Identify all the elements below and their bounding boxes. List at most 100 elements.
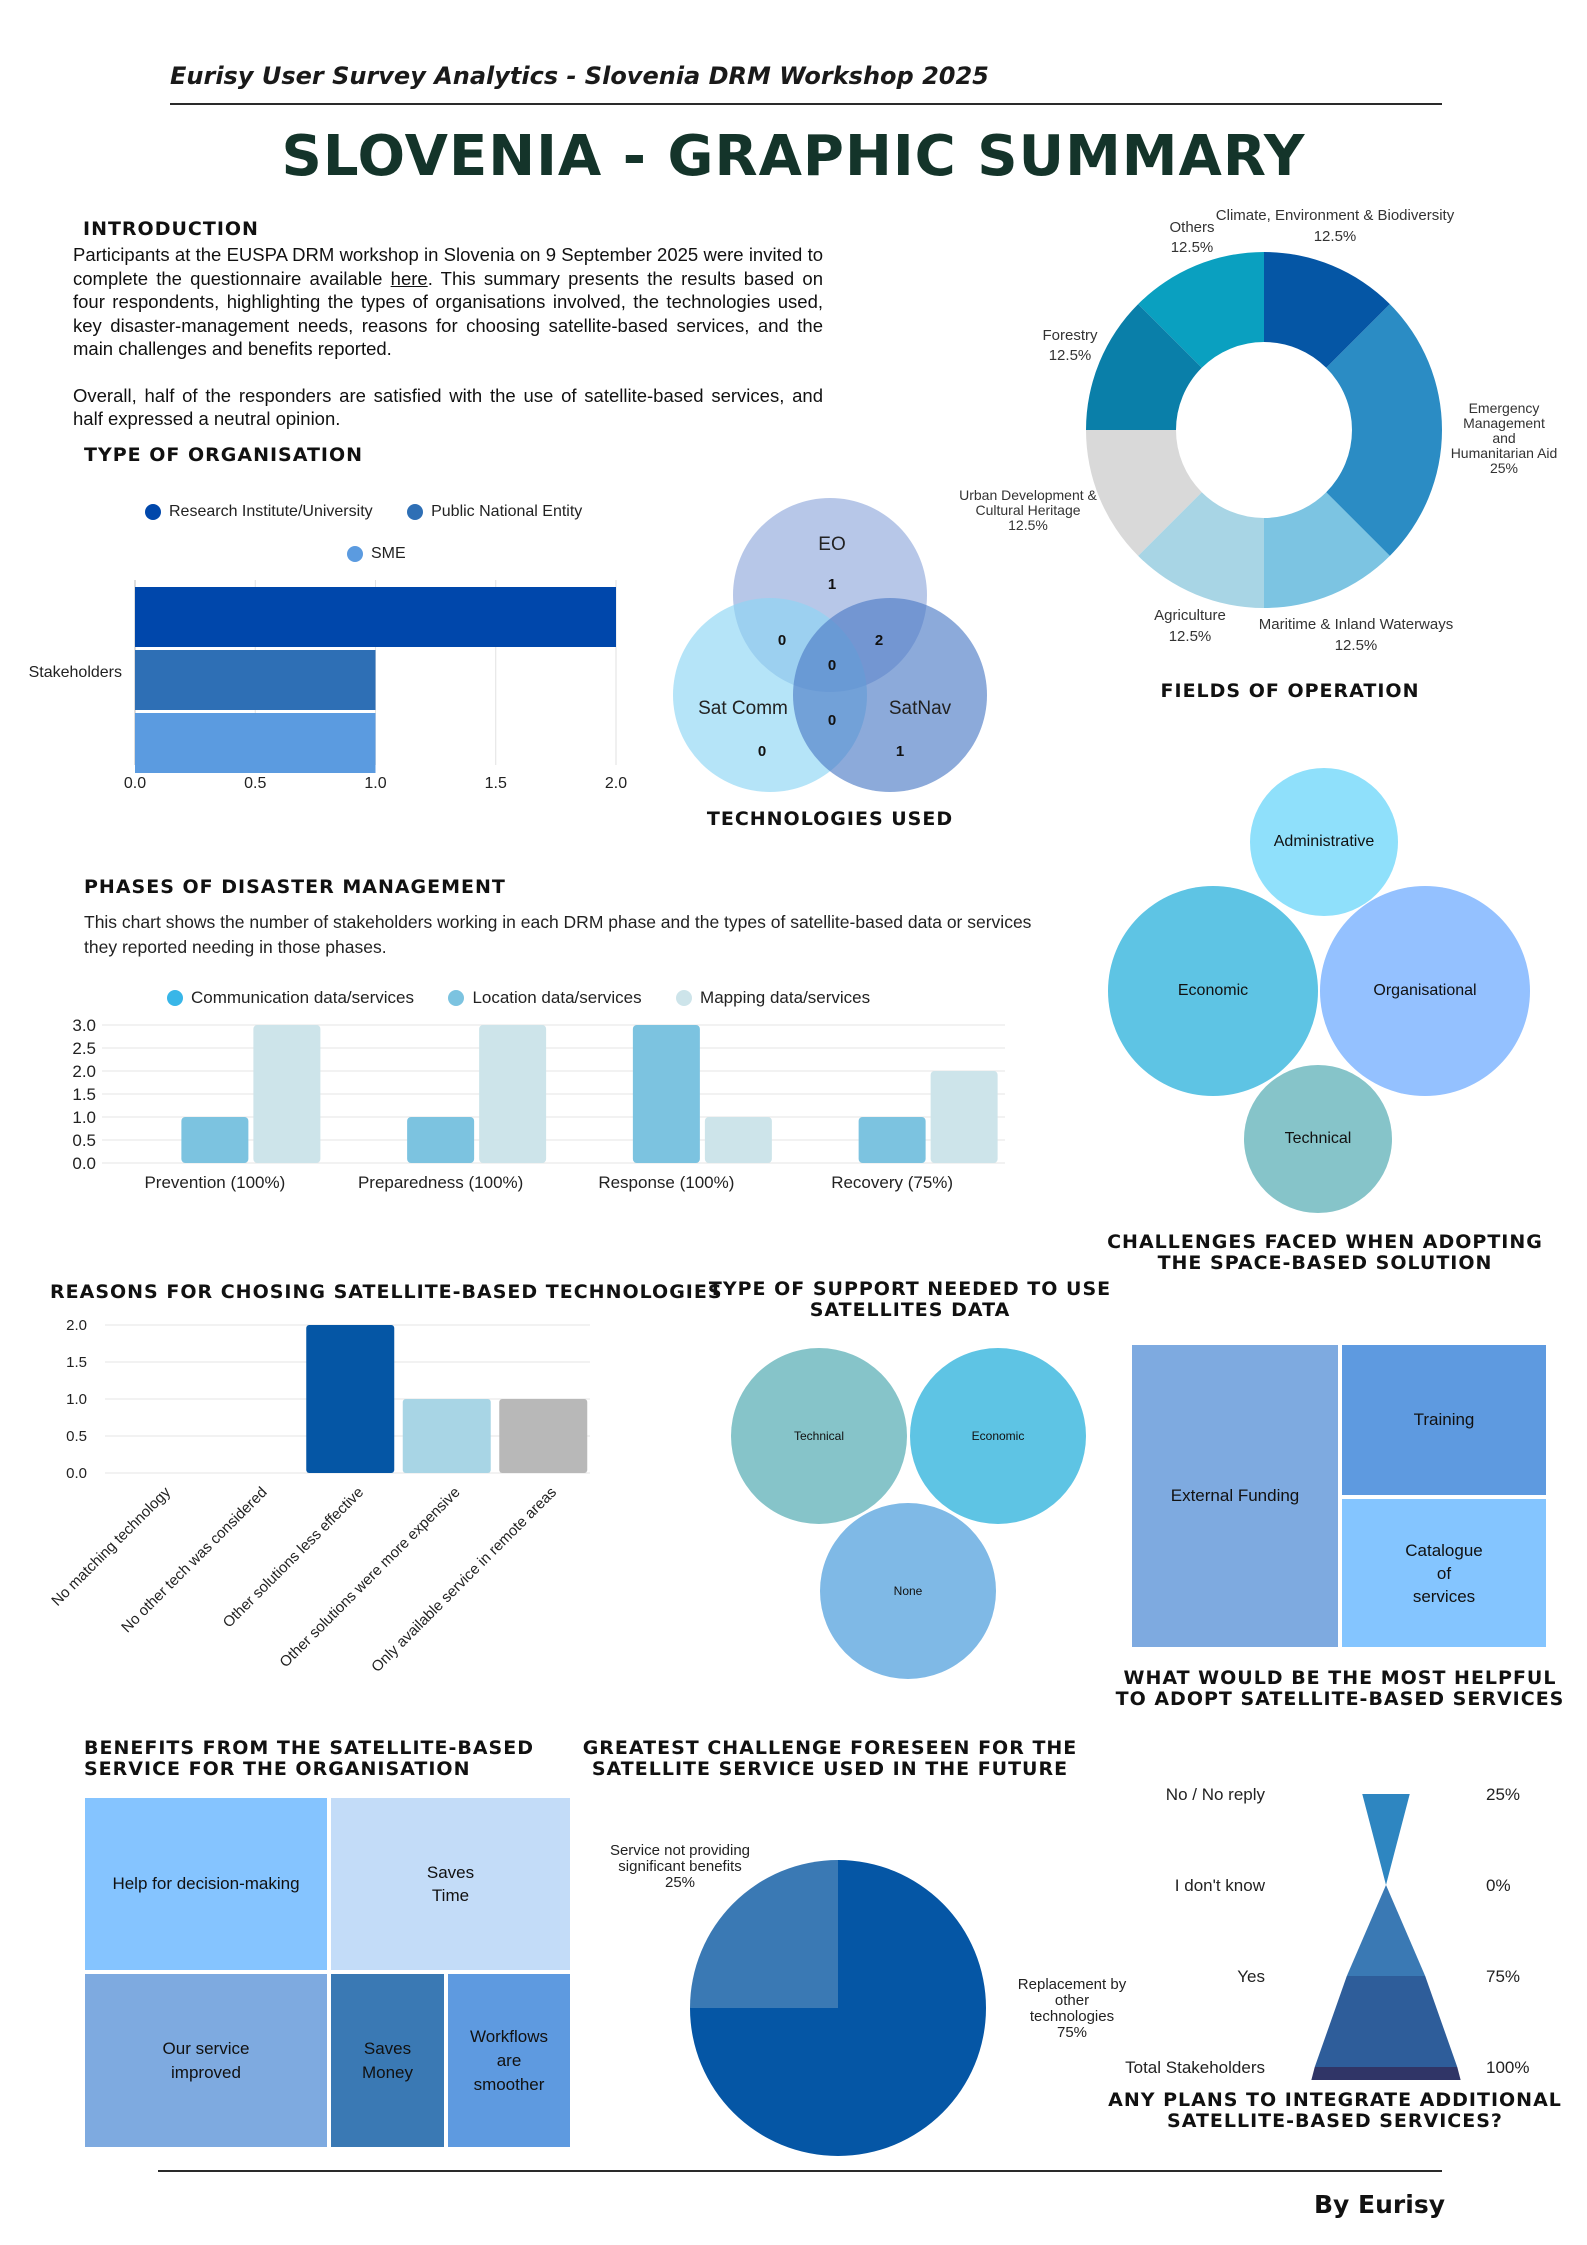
phases-heading: PHASES OF DISASTER MANAGEMENT [84,876,506,898]
plans-heading: ANY PLANS TO INTEGRATE ADDITIONAL SATELL… [1090,2090,1580,2132]
y-tick-label: 1.0 [66,1391,87,1408]
x-category-label: Response (100%) [598,1173,734,1192]
label-others-pct: 12.5% [1171,239,1214,256]
reasons-bar-chart: 0.00.51.01.52.0No matching technologyNo … [48,1317,590,1676]
bubble-label: Technical [793,1429,845,1443]
header-rule [170,103,1442,105]
reason-bar [306,1325,395,1473]
heading-line: CHALLENGES FACED WHEN ADOPTING [1107,1231,1543,1253]
tech-heading: TECHNOLOGIES USED [706,808,954,830]
bubble-label: Organisational [1373,982,1477,999]
support-technical: Technical [731,1348,907,1524]
phase-bar-location [181,1117,249,1163]
label-urban-1: Urban Development & [959,487,1097,503]
footer-credit: By Eurisy [1313,2190,1445,2219]
label-maritime: Maritime & Inland Waterways [1259,616,1454,633]
funnel-value: 25% [1486,1785,1520,1804]
x-tick-label: 0.5 [244,775,266,792]
helpful-catalogue: Catalogue of services [1340,1497,1548,1649]
benefit-decision-making: Help for decision-making [83,1796,329,1972]
label-forestry-pct: 12.5% [1049,347,1092,364]
legend-dot [145,504,161,520]
x-tick-label: 0.0 [124,775,146,792]
legend-label: Public National Entity [431,503,583,520]
label-climate: Climate, Environment & Biodiversity [1216,207,1455,224]
heading-line: SERVICE FOR THE ORGANISATION [84,1758,471,1780]
funnel-value: 0% [1486,1876,1511,1895]
x-category-label: Other solutions were more expensive [276,1484,463,1671]
label-climate-pct: 12.5% [1314,228,1357,245]
helpful-training: Training [1340,1343,1548,1497]
donut-slice-emergency-management-and-humanitarian-aid [1326,304,1442,556]
legend-sme: SME [347,545,406,563]
heading-line: GREATEST CHALLENGE FORESEEN FOR THE [582,1737,1078,1759]
y-tick-label: 1.0 [72,1108,96,1127]
donut-slice-climate-environment-biodiversity [1264,252,1390,368]
label-others: Others [1169,219,1214,236]
org-bar-sme [135,713,376,773]
heading-line: TO ADOPT SATELLITE-BASED SERVICES [1115,1688,1565,1710]
fields-donut-chart: Climate, Environment & Biodiversity 12.5… [959,207,1557,654]
label-agriculture: Agriculture [1154,607,1226,624]
questionnaire-link[interactable]: here [390,267,428,289]
donut-slice-maritime-inland-waterways [1264,492,1390,608]
legend-dot [407,504,424,520]
funnel-band-i-don-t-know [1346,1885,1426,1976]
label-emergency-2: Management [1463,415,1545,431]
org-bar-public-national-entity [135,650,376,710]
y-tick-label: 1.5 [66,1354,87,1371]
y-tick-label: 0.0 [66,1465,87,1482]
phases-bar-chart: 0.0 0.5 1.0 1.5 2.0 2.5 3.0 Prevention (100%) Pr… [72,1016,1005,1192]
donut-slice-urban-development-cultural-heritage [1086,430,1202,556]
x-category-label: Preparedness (100%) [358,1173,523,1192]
support-economic: Economic [910,1348,1086,1524]
treemap-label: Our service improved [162,2038,250,2082]
legend-label: Research Institute/University [169,503,373,520]
bubble-label: Economic [1177,982,1249,999]
legend-public: Public National Entity [407,503,582,521]
technologies-venn: EO Sat Comm SatNav 1 0 2 0 0 0 1 [673,498,987,792]
y-tick-label: 3.0 [72,1016,96,1035]
funnel-value: 100% [1486,2058,1529,2077]
funnel-band-no-no-reply [1362,1794,1410,1885]
donut-slice-agriculture [1138,492,1264,608]
venn-label-satnav: SatNav [889,698,952,719]
legend-dot [676,990,693,1006]
bubble-label: Technical [1284,1130,1352,1147]
treemap-label: External Funding [1170,1486,1300,1505]
y-tick-label: 2.5 [72,1039,96,1058]
future-pie-chart: Service not providing significant benefi… [610,1842,1127,2156]
y-category-label: Stakeholders [29,664,122,681]
bubble-label: Administrative [1273,833,1375,850]
page-title: SLOVENIA - GRAPHIC SUMMARY [281,124,1306,189]
intro-text-part: Participants at the EUSPA DRM workshop i… [73,244,823,289]
y-tick-label: 0.5 [72,1131,96,1150]
funnel-label: Total Stakeholders [1125,2058,1265,2077]
reason-bar [499,1399,588,1473]
org-bar-research-institute-university [135,587,616,647]
venn-count-eo-satnav: 2 [875,632,883,649]
venn-count-eo-satcomm: 0 [778,632,786,649]
helpful-external-funding: External Funding [1130,1343,1340,1649]
intro-heading: INTRODUCTION [83,218,259,240]
heading-line: SATELLITE SERVICE USED IN THE FUTURE [591,1758,1069,1780]
label-emergency-pct: 25% [1490,460,1518,476]
challenge-administrative: Administrative [1250,768,1398,916]
funnel-value: 75% [1486,1967,1520,1986]
label-service-2: significant benefits [618,1858,741,1875]
heading-line: THE SPACE-BASED SOLUTION [1157,1252,1493,1274]
legend-location: Location data/services [448,988,642,1008]
venn-count-all: 0 [828,657,836,674]
intro-text: Participants at the EUSPA DRM workshop i… [73,243,823,431]
legend-label: Location data/services [472,988,642,1007]
org-legend-row2: SME [347,545,436,567]
label-emergency-3: and [1492,430,1515,446]
phase-bar-mapping [930,1071,998,1163]
x-category-label: Only available service in remote areas [368,1484,560,1676]
y-tick-label: 0.5 [66,1428,87,1445]
label-urban-pct: 12.5% [1008,517,1048,533]
x-tick-label: 1.0 [364,775,386,792]
phases-legend: Communication data/services Location dat… [167,988,1067,1011]
label-agriculture-pct: 12.5% [1169,628,1212,645]
x-category-label: Recovery (75%) [831,1173,953,1192]
